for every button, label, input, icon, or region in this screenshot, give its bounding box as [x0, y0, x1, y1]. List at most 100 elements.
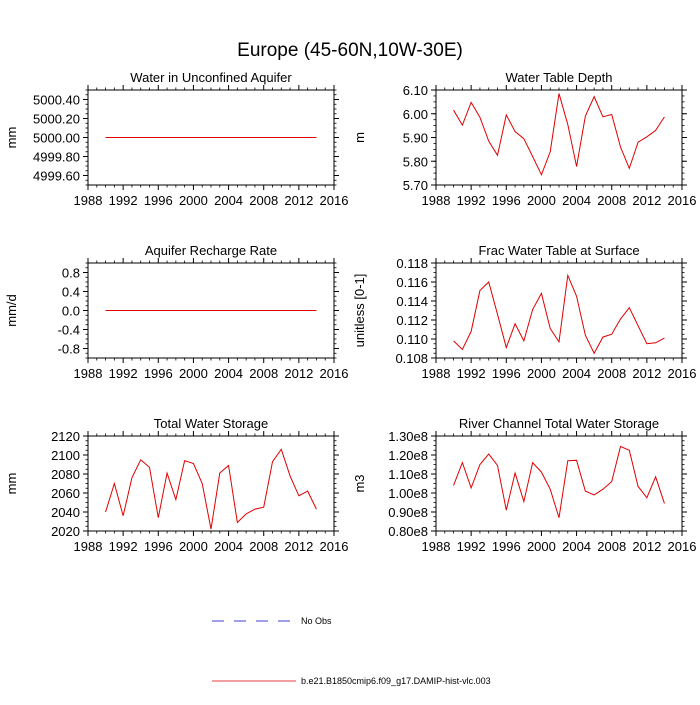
panel-aquifer-recharge-rate-xtick-label: 2016 [320, 366, 349, 381]
panel-river-channel-total-water-storage-ytick-label: 1.00e8 [388, 486, 428, 501]
panel-frac-water-table-at-surface-frame [436, 263, 682, 358]
panel-frac-water-table-at-surface-xtick-label: 1988 [422, 366, 451, 381]
panel-river-channel-total-water-storage-title: River Channel Total Water Storage [459, 416, 659, 431]
panel-total-water-storage-title: Total Water Storage [154, 416, 268, 431]
panel-water-table-depth-xtick-label: 2008 [597, 193, 626, 208]
panel-river-channel-total-water-storage-series-line-0 [454, 446, 665, 517]
panel-aquifer-recharge-rate-title: Aquifer Recharge Rate [145, 243, 277, 258]
panel-water-table-depth-ytick-label: 5.90 [403, 131, 428, 146]
panel-water-table-depth-ytick-label: 6.10 [403, 83, 428, 98]
panel-river-channel-total-water-storage: River Channel Total Water Storage 1988 199… [352, 416, 696, 554]
panel-river-channel-total-water-storage-xtick-label: 1996 [492, 539, 521, 554]
panel-aquifer-recharge-rate-xtick-label: 2012 [284, 366, 313, 381]
panel-total-water-storage-xtick-label: 1996 [144, 539, 173, 554]
panel-river-channel-total-water-storage-xtick-label: 1992 [457, 539, 486, 554]
panel-aquifer-recharge-rate-xtick-label: 1992 [109, 366, 138, 381]
legend-label-no-obs: No Obs [301, 616, 332, 626]
panel-river-channel-total-water-storage-xtick-label: 2016 [668, 539, 697, 554]
panel-water-in-unconfined-aquifer-ytick-label: 5000.00 [33, 131, 80, 146]
panel-total-water-storage-frame [88, 436, 334, 531]
panel-river-channel-total-water-storage-ytick-label: 0.90e8 [388, 505, 428, 520]
panel-total-water-storage-ytick-label: 2040 [51, 505, 80, 520]
panel-river-channel-total-water-storage-ytick-label: 1.10e8 [388, 467, 428, 482]
panel-frac-water-table-at-surface-xtick-label: 2016 [668, 366, 697, 381]
panel-frac-water-table-at-surface-ytick-label: 0.118 [396, 256, 428, 271]
panel-frac-water-table-at-surface-ylabel: unitless [0-1] [352, 274, 367, 348]
panel-water-in-unconfined-aquifer-ytick-label: 5000.40 [33, 93, 80, 108]
panel-river-channel-total-water-storage-ytick-label: 1.20e8 [388, 448, 428, 463]
panel-frac-water-table-at-surface-xtick-label: 2012 [632, 366, 661, 381]
panel-water-table-depth-xtick-label: 2012 [632, 193, 661, 208]
panel-total-water-storage-ytick-label: 2120 [51, 429, 80, 444]
panel-aquifer-recharge-rate-xtick-label: 2004 [214, 366, 243, 381]
panel-total-water-storage-xtick-label: 2008 [249, 539, 278, 554]
panel-water-table-depth-xtick-label: 2016 [668, 193, 697, 208]
legend-entry-no-obs: No Obs [212, 616, 332, 626]
panel-frac-water-table-at-surface-series-line-0 [454, 275, 665, 353]
panel-water-table-depth-ytick-label: 6.00 [403, 107, 428, 122]
panel-river-channel-total-water-storage-xtick-label: 1988 [422, 539, 451, 554]
panel-total-water-storage-xtick-label: 2000 [179, 539, 208, 554]
panel-frac-water-table-at-surface-xtick-label: 2004 [562, 366, 591, 381]
panel-water-in-unconfined-aquifer-xtick-label: 2004 [214, 193, 243, 208]
panel-river-channel-total-water-storage-ytick-label: 0.80e8 [388, 524, 428, 539]
panel-frac-water-table-at-surface-xtick-label: 2000 [527, 366, 556, 381]
panel-aquifer-recharge-rate-ytick-label: -0.4 [58, 323, 80, 338]
panel-river-channel-total-water-storage-ytick-label: 1.30e8 [388, 429, 428, 444]
legend-entry-run: b.e21.B1850cmip6.f09_g17.DAMIP-hist-vlc.… [212, 676, 491, 686]
panel-frac-water-table-at-surface-ytick-label: 0.116 [396, 275, 428, 290]
panel-water-table-depth-ytick-label: 5.70 [403, 178, 428, 193]
panel-water-table-depth-xtick-label: 2000 [527, 193, 556, 208]
panel-water-table-depth-series-line-0 [454, 94, 665, 175]
panel-frac-water-table-at-surface-ytick-label: 0.114 [396, 294, 428, 309]
panel-water-in-unconfined-aquifer-xtick-label: 1996 [144, 193, 173, 208]
panel-frac-water-table-at-surface-xtick-label: 2008 [597, 366, 626, 381]
panel-frac-water-table-at-surface-xtick-label: 1992 [457, 366, 486, 381]
panel-aquifer-recharge-rate-ytick-label: 0.4 [62, 285, 80, 300]
panel-water-in-unconfined-aquifer-xtick-label: 2016 [320, 193, 349, 208]
panel-total-water-storage-series-line-0 [106, 449, 317, 529]
panel-total-water-storage-ylabel: mm [4, 473, 19, 495]
panel-total-water-storage-xtick-label: 2016 [320, 539, 349, 554]
panel-river-channel-total-water-storage-xtick-label: 2000 [527, 539, 556, 554]
panel-river-channel-total-water-storage-xtick-label: 2008 [597, 539, 626, 554]
panel-water-table-depth-xtick-label: 1992 [457, 193, 486, 208]
figure-title: Europe (45-60N,10W-30E) [237, 40, 463, 61]
legend-label-run: b.e21.B1850cmip6.f09_g17.DAMIP-hist-vlc.… [301, 676, 491, 686]
panel-water-in-unconfined-aquifer-xtick-label: 2012 [284, 193, 313, 208]
panel-water-in-unconfined-aquifer-xtick-label: 1992 [109, 193, 138, 208]
legend: No Obs b.e21.B1850cmip6.f09_g17.DAMIP-hi… [212, 616, 491, 686]
panel-water-in-unconfined-aquifer-ylabel: mm [4, 127, 19, 149]
panel-water-in-unconfined-aquifer-ytick-label: 5000.20 [33, 112, 80, 127]
panel-total-water-storage-ytick-label: 2060 [51, 486, 80, 501]
panel-aquifer-recharge-rate-xtick-label: 2000 [179, 366, 208, 381]
panel-river-channel-total-water-storage-ylabel: m3 [352, 474, 367, 492]
panel-water-in-unconfined-aquifer-xtick-label: 1988 [74, 193, 103, 208]
panel-frac-water-table-at-surface-title: Frac Water Table at Surface [478, 243, 639, 258]
panel-frac-water-table-at-surface-ytick-label: 0.108 [395, 351, 428, 366]
panel-water-table-depth-ytick-label: 5.80 [403, 154, 428, 169]
panel-aquifer-recharge-rate-xtick-label: 1988 [74, 366, 103, 381]
panel-frac-water-table-at-surface-ytick-label: 0.110 [396, 332, 428, 347]
panel-aquifer-recharge-rate-ytick-label: 0.0 [62, 304, 80, 319]
panel-frac-water-table-at-surface-xtick-label: 1996 [492, 366, 521, 381]
panel-aquifer-recharge-rate-ytick-label: 0.8 [62, 266, 80, 281]
panel-water-in-unconfined-aquifer-ytick-label: 4999.80 [33, 150, 80, 165]
panel-total-water-storage-ytick-label: 2100 [51, 448, 80, 463]
panel-water-in-unconfined-aquifer-xtick-label: 2000 [179, 193, 208, 208]
panel-water-in-unconfined-aquifer-ytick-label: 4999.60 [33, 169, 80, 184]
panel-frac-water-table-at-surface-ytick-label: 0.112 [396, 313, 428, 328]
panel-river-channel-total-water-storage-xtick-label: 2012 [632, 539, 661, 554]
panel-aquifer-recharge-rate-xtick-label: 2008 [249, 366, 278, 381]
panel-total-water-storage-xtick-label: 1988 [74, 539, 103, 554]
panel-total-water-storage-xtick-label: 1992 [109, 539, 138, 554]
panel-water-table-depth-xtick-label: 2004 [562, 193, 591, 208]
panel-water-in-unconfined-aquifer-xtick-label: 2008 [249, 193, 278, 208]
